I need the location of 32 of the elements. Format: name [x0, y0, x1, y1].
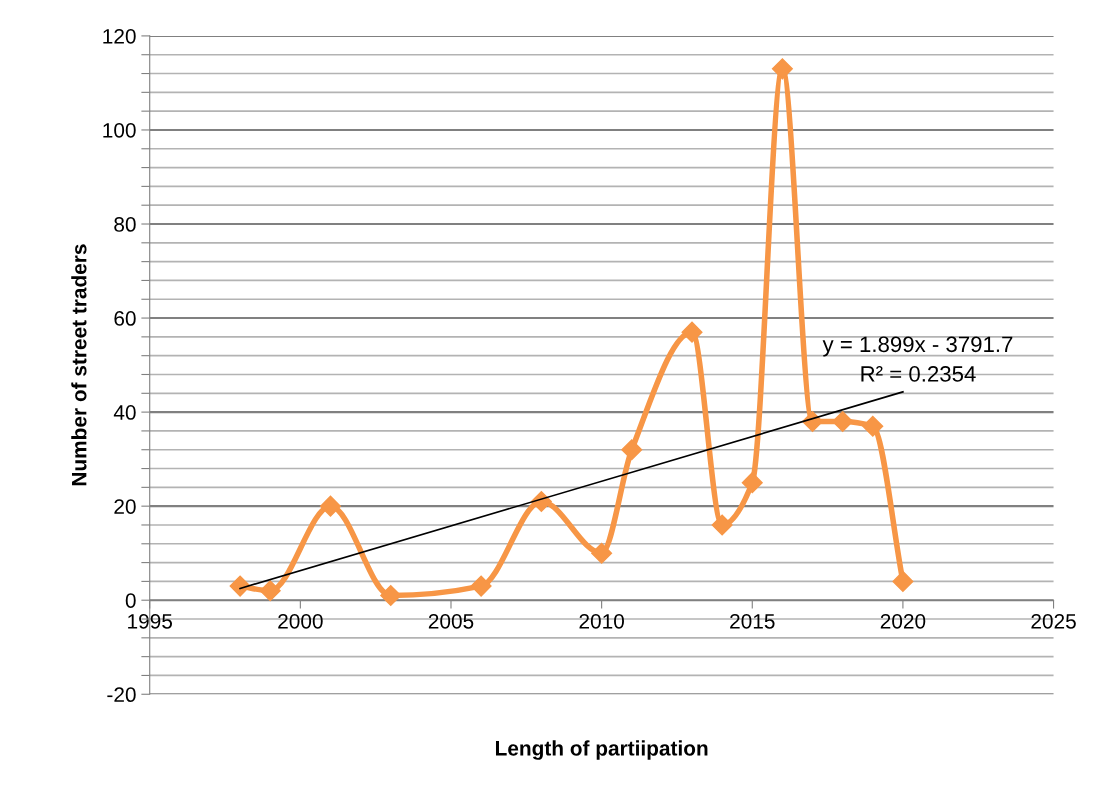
y-tick-label: 20 — [114, 499, 136, 514]
x-tick-label: 2005 — [428, 613, 474, 629]
point — [380, 584, 402, 607]
point — [621, 439, 643, 461]
point — [892, 570, 914, 592]
point — [319, 495, 341, 517]
x-tick-label: 2000 — [278, 613, 323, 629]
annotation: R² = 0.2354 — [861, 366, 976, 382]
point — [862, 415, 884, 437]
x-axis-title: Length of partiipation — [495, 740, 708, 760]
x-tick-label: 1995 — [128, 613, 173, 629]
y-axis-title: Number of street traders — [71, 244, 87, 486]
point — [741, 472, 763, 494]
x-tick-label: 2010 — [579, 613, 624, 629]
point — [470, 575, 492, 597]
y-tick-label: 120 — [103, 28, 136, 44]
y-tick-label: 40 — [113, 405, 136, 420]
point — [259, 580, 281, 602]
point — [771, 58, 793, 80]
annotation: y = 1.899x - 3791.7 — [822, 336, 1013, 357]
point — [591, 542, 613, 564]
y-tick-label: 60 — [114, 311, 136, 326]
y-tick-label: -20 — [107, 687, 136, 703]
x-tick-label: 2015 — [730, 613, 775, 629]
x-tick-label: 2025 — [1031, 613, 1076, 629]
point — [711, 514, 733, 536]
point — [832, 410, 854, 433]
y-tick-label: 100 — [103, 122, 136, 138]
y-tick-label: 80 — [114, 217, 136, 232]
point — [681, 321, 703, 343]
y-tick-label: 0 — [125, 593, 136, 608]
x-tick-label: 2020 — [880, 613, 926, 629]
